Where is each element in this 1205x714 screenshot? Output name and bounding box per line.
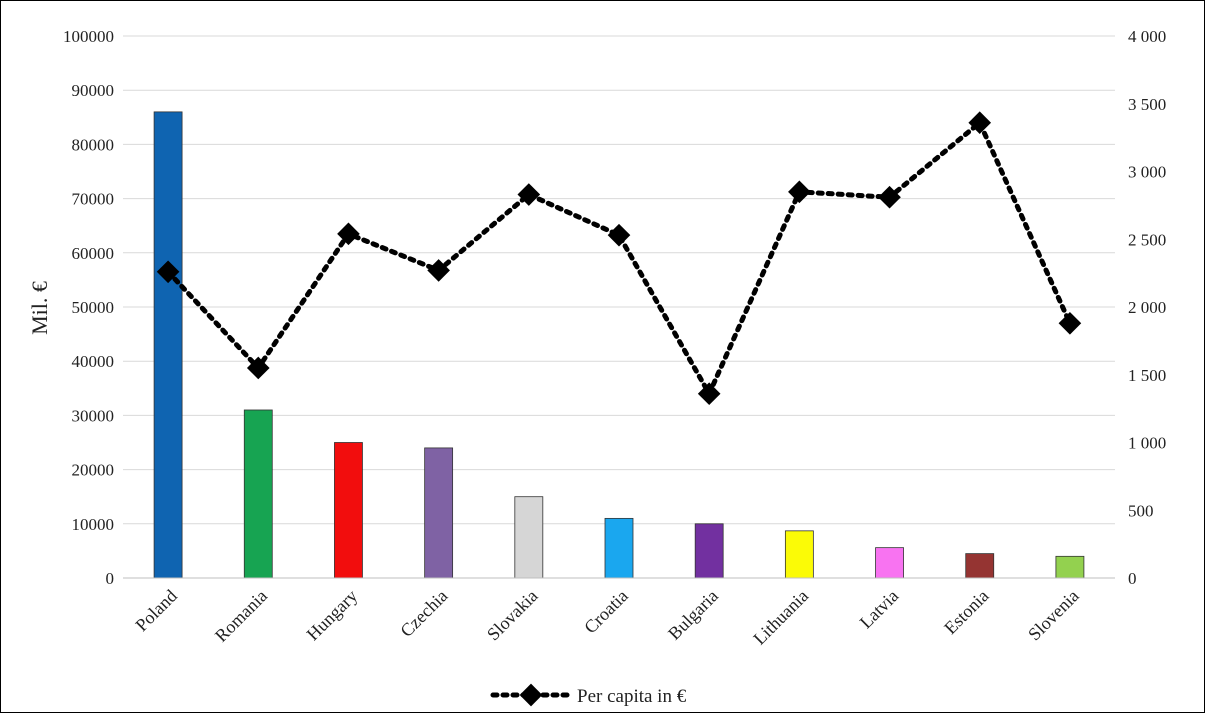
x-tick-label: Hungary [303,586,362,645]
y-tick-label: 80000 [72,135,115,154]
y-tick-label: 40000 [72,352,115,371]
per-capita-marker-czechia [427,259,450,282]
x-tick-label: Lithuania [749,586,812,649]
bar-czechia [424,447,454,579]
bar-bulgaria [694,523,724,579]
y2-tick-label: 3 000 [1128,163,1166,182]
legend-diamond-swatch [519,683,543,707]
y-tick-label: 0 [106,569,115,588]
y-tick-label: 90000 [72,81,115,100]
bar-croatia [604,517,634,579]
y-tick-label: 30000 [72,406,115,425]
y2-tick-label: 3 500 [1128,95,1166,114]
y-tick-label: 50000 [72,298,115,317]
x-tick-label: Romania [211,586,271,646]
y-tick-label: 20000 [72,461,115,480]
legend-label: Per capita in € [577,686,687,707]
x-tick-label: Slovakia [483,586,542,645]
y2-tick-label: 4 000 [1128,27,1166,46]
per-capita-marker-croatia [607,223,631,247]
bar-romania [243,409,273,579]
y2-tick-label: 1 500 [1128,366,1166,385]
x-tick-label: Czechia [396,586,451,641]
y-tick-label: 60000 [72,244,115,263]
legend: Per capita in € [490,683,687,707]
y-tick-label: 100000 [63,27,114,46]
bar-estonia [965,553,995,579]
y2-tick-label: 2 000 [1128,298,1166,317]
y-tick-label: 10000 [72,515,115,534]
bar-latvia [875,547,904,579]
per-capita-marker-bulgaria [697,382,721,406]
bar-poland [153,111,183,579]
x-tick-label: Estonia [940,586,992,638]
x-tick-label: Bulgaria [664,586,722,644]
y2-tick-label: 1 000 [1128,434,1166,453]
bar-lithuania [784,530,814,579]
x-tick-label: Slovenia [1024,586,1083,645]
per-capita-line [165,118,1073,400]
bar-slovakia [514,496,544,579]
x-tick-label: Croatia [580,586,632,638]
y-axis-label: Mil. € [27,281,52,335]
bar-hungary [334,442,363,579]
per-capita-marker-estonia [968,111,992,135]
x-tick-label: Latvia [856,586,903,633]
per-capita-marker-slovenia [1058,311,1082,335]
y2-tick-label: 2 500 [1128,230,1166,249]
x-tick-label: Poland [131,586,181,636]
y2-tick-label: 0 [1128,569,1137,588]
per-capita-marker-slovakia [517,183,541,206]
per-capita-marker-romania [246,356,270,380]
per-capita-marker-lithuania [788,180,811,204]
y2-tick-label: 500 [1128,501,1154,520]
bar-slovenia [1055,555,1085,579]
y-tick-label: 70000 [72,190,115,209]
